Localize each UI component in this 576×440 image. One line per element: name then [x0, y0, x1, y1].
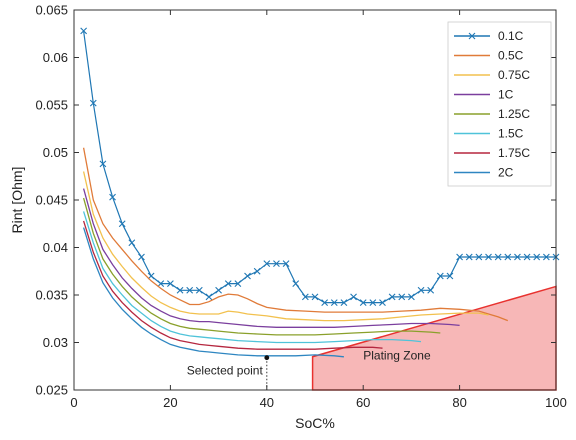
legend-entry-0.75C: 0.75C	[498, 68, 530, 82]
series-point-0.1C	[436, 272, 444, 280]
y-axis-label: Rint [Ohm]	[9, 167, 25, 234]
series-point-0.1C	[485, 253, 492, 261]
series-point-0.1C	[89, 99, 97, 107]
series-point-0.1C	[446, 272, 454, 280]
series-layer	[80, 27, 560, 358]
series-point-0.1C	[234, 280, 242, 287]
series-line-1.25C	[82, 197, 441, 336]
series-point-0.1C	[224, 280, 232, 287]
legend-entry-1.75C: 1.75C	[498, 146, 530, 160]
series-point-0.1C	[311, 293, 319, 301]
legend-entry-1C: 1C	[498, 88, 514, 102]
axes-layer: 0 20 40 60 80 100 0.025 0.03 0.035 0.04 0.045 0.05 0…	[35, 3, 566, 411]
series-point-0.1C	[388, 293, 396, 301]
series-point-0.1C	[504, 253, 512, 261]
legend-marker-0.1C	[468, 32, 476, 40]
series-line-1C	[82, 188, 460, 328]
series-point-0.1C	[494, 253, 502, 261]
series-point-0.1C	[523, 253, 531, 261]
series-point-0.1C	[301, 293, 309, 301]
x-tick-label: 40	[260, 395, 274, 410]
y-tick-label: 0.03	[43, 335, 68, 350]
legend-entry-1.25C: 1.25C	[498, 107, 530, 121]
x-tick-label: 60	[356, 395, 370, 410]
selected-point-marker	[264, 355, 270, 361]
series-line-2C	[82, 227, 344, 358]
series-point-0.1C	[215, 286, 222, 294]
y-tick-label: 0.045	[35, 193, 68, 208]
plating-zone-area	[311, 285, 557, 391]
series-point-0.1C	[205, 293, 213, 301]
series-point-0.1C	[350, 293, 357, 301]
series-point-0.1C	[465, 253, 473, 261]
series-point-0.1C	[533, 253, 541, 261]
series-point-0.1C	[157, 280, 165, 287]
series-point-0.1C	[369, 299, 377, 306]
series-point-0.1C	[195, 286, 203, 294]
x-axis-label: SoC%	[295, 415, 335, 431]
legend-entry-0.5C: 0.5C	[498, 49, 524, 63]
series-point-0.1C	[263, 260, 271, 268]
series-point-0.1C	[176, 286, 184, 294]
series-point-0.1C	[292, 280, 300, 287]
series-point-0.1C	[456, 253, 463, 261]
series-point-0.1C	[109, 193, 116, 201]
series-point-0.1C	[80, 27, 88, 35]
series-point-0.1C	[427, 286, 435, 294]
series-line-1.5C	[82, 211, 422, 344]
y-tick-label: 0.035	[35, 288, 68, 303]
series-line-1.75C	[82, 220, 383, 350]
series-point-0.1C	[128, 239, 136, 247]
series-point-0.1C	[99, 160, 107, 168]
series-point-0.1C	[282, 260, 290, 268]
y-tick-label: 0.055	[35, 98, 68, 113]
series-point-0.1C	[244, 272, 251, 280]
series-line-0.1C	[83, 30, 556, 304]
series-line-0.75C	[82, 171, 489, 322]
legend-box	[447, 21, 552, 187]
series-point-0.1C	[167, 280, 174, 287]
series-point-0.1C	[330, 299, 338, 306]
series-point-0.1C	[186, 286, 194, 294]
x-tick-label: 100	[545, 395, 567, 410]
y-tick-label: 0.05	[43, 145, 68, 160]
series-point-0.1C	[398, 293, 406, 301]
series-line-0.5C	[82, 147, 509, 322]
x-tick-label: 0	[70, 395, 77, 410]
legend-entry-1.5C: 1.5C	[498, 127, 524, 141]
series-point-0.1C	[340, 299, 348, 306]
x-tick-label: 20	[163, 395, 177, 410]
y-tick-label: 0.04	[43, 240, 68, 255]
legend: 0.1C 0.5C 0.75C 1C 1.25C 1.5C 1.75C 2C	[447, 21, 552, 187]
series-point-0.1C	[417, 286, 425, 294]
selected-point-label: Selected point	[187, 364, 264, 378]
series-point-0.1C	[273, 260, 280, 268]
series-point-0.1C	[118, 220, 126, 228]
series-point-0.1C	[408, 293, 415, 301]
series-point-0.1C	[321, 299, 329, 306]
annotation-layer: Selected point Plating Zone	[187, 349, 431, 390]
y-tick-label: 0.06	[43, 50, 68, 65]
legend-entry-2C: 2C	[498, 166, 514, 180]
plating-zone-label: Plating Zone	[363, 349, 431, 363]
series-point-0.1C	[475, 253, 483, 261]
series-point-0.1C	[138, 253, 145, 261]
y-tick-label: 0.025	[35, 383, 68, 398]
x-tick-label: 80	[452, 395, 466, 410]
series-point-0.1C	[359, 299, 367, 306]
series-point-0.1C	[253, 267, 261, 275]
plating-zone-layer	[311, 285, 557, 391]
series-point-0.1C	[379, 299, 386, 306]
series-point-0.1C	[514, 253, 521, 261]
y-tick-label: 0.065	[35, 3, 68, 18]
legend-entry-0.1C: 0.1C	[498, 29, 524, 43]
series-point-0.1C	[542, 253, 550, 261]
